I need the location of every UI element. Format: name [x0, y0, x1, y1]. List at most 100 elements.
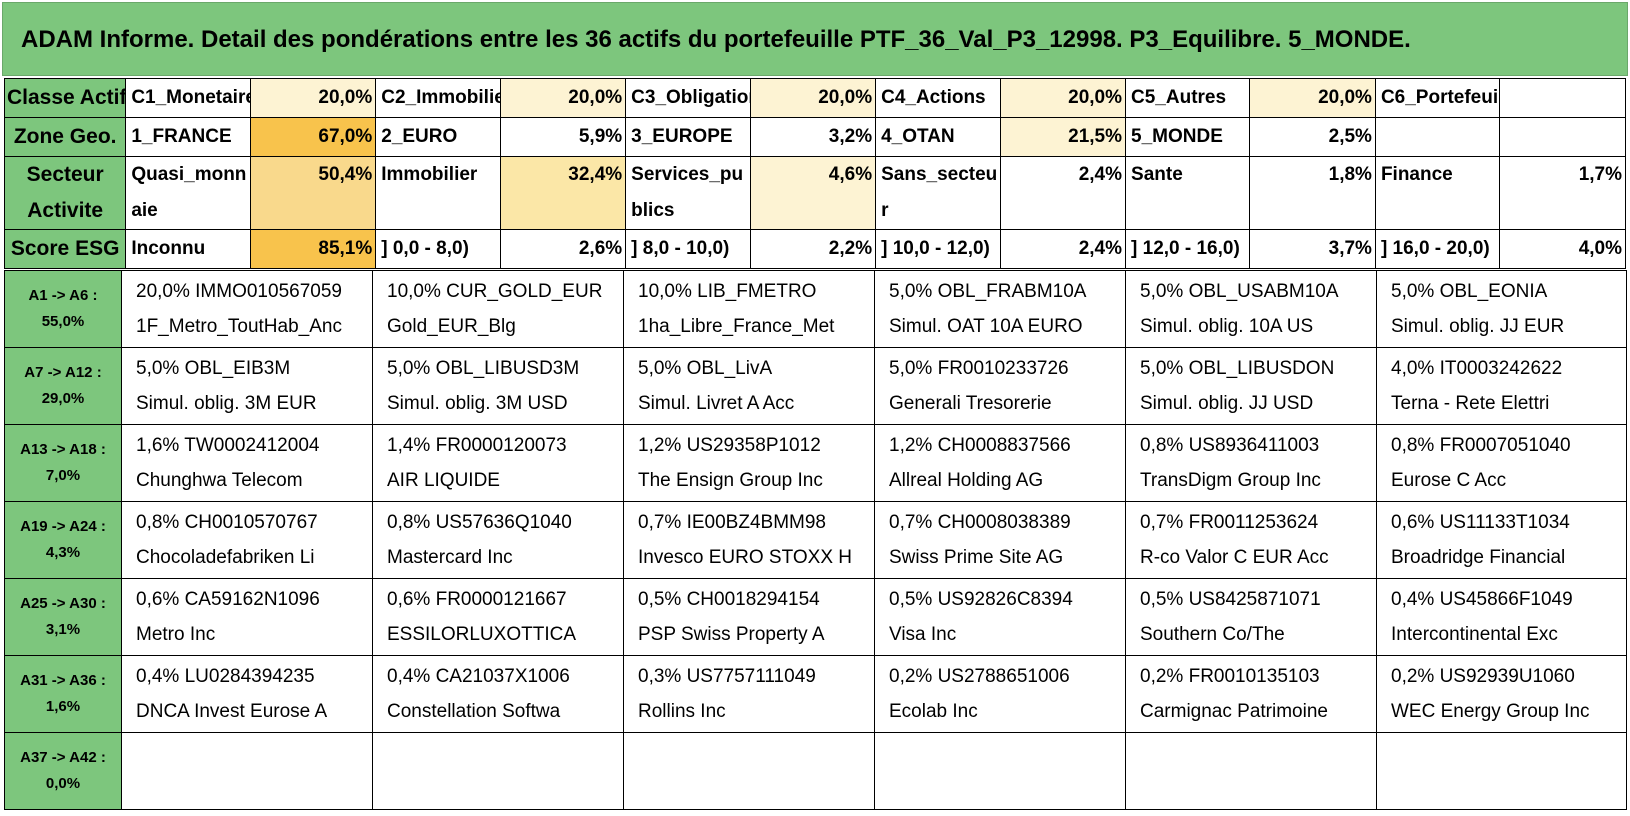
asset-label: TransDigm Group Inc	[1140, 470, 1321, 491]
classe-name: C4_Actions	[875, 78, 1001, 118]
asset-cell: 0,6% CA59162N1096 Metro Inc	[121, 578, 373, 656]
asset-label: Constellation Softwa	[387, 701, 561, 722]
asset-weight-code: 0,4% LU0284394235	[136, 666, 315, 687]
asset-range: A25 -> A30 :	[20, 595, 106, 612]
secteur-name: Immobilier	[375, 156, 501, 230]
classe-pct: 20,0%	[1249, 78, 1376, 118]
secteur-name: Services_publics	[625, 156, 751, 230]
asset-label: Swiss Prime Site AG	[889, 547, 1064, 568]
zone-pct: 21,5%	[999, 117, 1127, 157]
asset-weight-code: 0,8% US8936411003	[1140, 435, 1320, 456]
asset-weight-code: 0,7% CH0008038389	[889, 512, 1071, 533]
asset-weight-code: 5,0% OBL_EIB3M	[136, 358, 291, 379]
asset-label: PSP Swiss Property A	[638, 624, 825, 645]
asset-label: R-co Valor C EUR Acc	[1140, 547, 1329, 568]
asset-cell: 0,4% CA21037X1006 Constellation Softwa	[372, 655, 624, 733]
esg-pct: 2,4%	[999, 229, 1127, 269]
asset-label: The Ensign Group Inc	[638, 470, 823, 491]
asset-weight-code: 0,6% FR0000121667	[387, 589, 567, 610]
zone-pct: 3,2%	[749, 117, 877, 157]
asset-cell: 0,8% US8936411003 TransDigm Group Inc	[1125, 424, 1377, 502]
classe-name: C3_Obligations	[625, 78, 751, 118]
asset-row: A37 -> A42 : 0,0%	[4, 732, 1627, 810]
asset-label: Allreal Holding AG	[889, 470, 1044, 491]
asset-row: A19 -> A24 : 4,3% 0,8% CH0010570767 Chocola…	[4, 501, 1627, 579]
asset-label: Eurose C Acc	[1391, 470, 1507, 491]
asset-weight-code: 0,5% US92826C8394	[889, 589, 1073, 610]
asset-weight-code: 0,5% CH0018294154	[638, 589, 820, 610]
asset-label: Invesco EURO STOXX H	[638, 547, 852, 568]
zone-name: 3_EUROPE	[625, 117, 751, 157]
secteur-pct: 1,7%	[1499, 156, 1626, 230]
asset-cell: 5,0% OBL_LivA Simul. Livret A Acc	[623, 347, 875, 425]
asset-label: WEC Energy Group Inc	[1391, 701, 1590, 722]
secteur-pct: 50,4%	[249, 156, 377, 230]
classe-pct: 20,0%	[249, 78, 377, 118]
asset-weight-code: 20,0% IMMO010567059	[136, 281, 342, 302]
asset-cell: 1,2% CH0008837566 Allreal Holding AG	[874, 424, 1126, 502]
asset-label: Intercontinental Exc	[1391, 624, 1558, 645]
secteur-name: Sante	[1125, 156, 1251, 230]
asset-range-label: A1 -> A6 : 55,0%	[4, 270, 122, 348]
asset-range-label: A37 -> A42 : 0,0%	[4, 732, 122, 810]
asset-cell: 0,8% US57636Q1040 Mastercard Inc	[372, 501, 624, 579]
secteur-pct: 1,8%	[1249, 156, 1376, 230]
esg-name: ] 16,0 - 20,0)	[1374, 229, 1501, 269]
asset-label: Simul. oblig. JJ USD	[1140, 393, 1314, 414]
asset-cell: 10,0% CUR_GOLD_EUR Gold_EUR_Blg	[372, 270, 624, 348]
secteur-name: Sans_secteur	[875, 156, 1001, 230]
secteur-name: Quasi_monnaie	[125, 156, 251, 230]
asset-cell: 5,0% OBL_EONIA Simul. oblig. JJ EUR	[1376, 270, 1627, 348]
asset-weight-code: 0,3% US7757111049	[638, 666, 816, 687]
asset-label: Broadridge Financial	[1391, 547, 1566, 568]
asset-range-total: 0,0%	[45, 775, 81, 792]
asset-weight-code: 5,0% FR0010233726	[889, 358, 1069, 379]
asset-label: Terna - Rete Elettri	[1391, 393, 1550, 414]
asset-cell: 0,6% US11133T1034 Broadridge Financial	[1376, 501, 1627, 579]
asset-label: Visa Inc	[889, 624, 957, 645]
zone-name: 4_OTAN	[875, 117, 1001, 157]
classe-pct	[1499, 78, 1626, 118]
asset-cell: 1,2% US29358P1012 The Ensign Group Inc	[623, 424, 875, 502]
esg-name: ] 10,0 - 12,0)	[875, 229, 1001, 269]
asset-cell: 4,0% IT0003242622 Terna - Rete Elettri	[1376, 347, 1627, 425]
classe-pct: 20,0%	[999, 78, 1127, 118]
asset-cell	[874, 732, 1126, 810]
asset-cell	[121, 732, 373, 810]
row-label: Score ESG	[3, 229, 127, 269]
classe-name: C1_Monetaire	[125, 78, 251, 118]
asset-label: Southern Co/The	[1140, 624, 1285, 645]
asset-cell: 0,8% FR0007051040 Eurose C Acc	[1376, 424, 1627, 502]
asset-weight-code: 0,7% FR0011253624	[1140, 512, 1319, 533]
esg-pct: 3,7%	[1249, 229, 1376, 269]
asset-range-label: A19 -> A24 : 4,3%	[4, 501, 122, 579]
esg-name: ] 8,0 - 10,0)	[625, 229, 751, 269]
asset-label: Generali Tresorerie	[889, 393, 1052, 414]
secteur-activite-row: Secteur Activite Quasi_monnaie 50,4% Immo…	[3, 156, 1626, 230]
asset-cell	[1125, 732, 1377, 810]
asset-weight-code: 0,8% FR0007051040	[1391, 435, 1571, 456]
asset-range: A31 -> A36 :	[20, 672, 106, 689]
zone-pct	[1499, 117, 1626, 157]
zone-name: 1_FRANCE	[125, 117, 251, 157]
zone-pct: 2,5%	[1249, 117, 1376, 157]
asset-range-total: 1,6%	[45, 698, 81, 715]
asset-label: Ecolab Inc	[889, 701, 978, 722]
asset-label: AIR LIQUIDE	[387, 470, 500, 491]
asset-cell: 1,4% FR0000120073 AIR LIQUIDE	[372, 424, 624, 502]
asset-weight-code: 0,6% US11133T1034	[1391, 512, 1570, 533]
asset-row: A1 -> A6 : 55,0% 20,0% IMMO010567059 1F_Met…	[4, 270, 1627, 348]
classe-actif-row: Classe Actif C1_Monetaire 20,0% C2_Immob…	[3, 78, 1626, 118]
asset-range: A37 -> A42 :	[20, 749, 106, 766]
asset-label: 1ha_Libre_France_Met	[638, 316, 835, 337]
assets-table: A1 -> A6 : 55,0% 20,0% IMMO010567059 1F_Met…	[4, 270, 1627, 810]
asset-weight-code: 5,0% OBL_EONIA	[1391, 281, 1548, 302]
asset-range: A13 -> A18 :	[20, 441, 106, 458]
asset-range-total: 7,0%	[45, 467, 81, 484]
secteur-name: Finance	[1374, 156, 1501, 230]
asset-cell: 0,7% IE00BZ4BMM98 Invesco EURO STOXX H	[623, 501, 875, 579]
asset-label: Simul. oblig. 3M USD	[387, 393, 568, 414]
asset-label: Rollins Inc	[638, 701, 726, 722]
asset-label: Carmignac Patrimoine	[1140, 701, 1328, 722]
esg-pct: 2,6%	[499, 229, 627, 269]
